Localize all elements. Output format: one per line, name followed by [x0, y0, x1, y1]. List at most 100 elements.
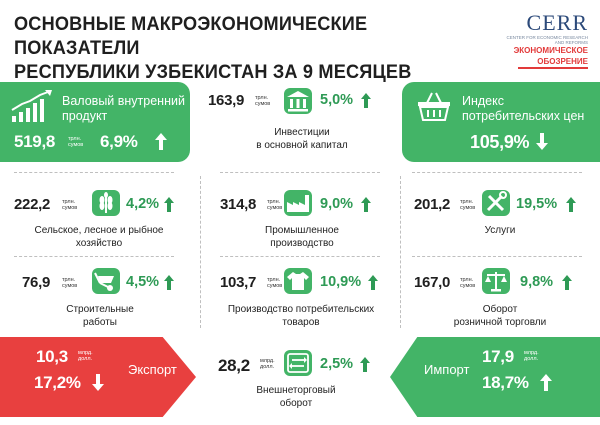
- import-unit: млрд. долл.: [524, 350, 539, 362]
- unit-trln: трлн.: [267, 199, 281, 205]
- logo-subtitle: CENTER FOR ECONOMIC RESEARCH AND REFORMS: [506, 35, 588, 45]
- divider: [412, 172, 582, 173]
- agriculture-label-1: Сельское, лесное и рыбное: [34, 225, 164, 236]
- gdp-unit: трлн. сумов: [68, 136, 83, 148]
- divider: [412, 256, 582, 257]
- arrow-up-icon: [540, 374, 552, 391]
- import-value: 17,9: [482, 347, 514, 366]
- investment-label: Инвестиции в основной капитал: [222, 126, 382, 152]
- construction-change: 4,5%: [126, 274, 160, 290]
- unit-doll: долл.: [524, 356, 539, 362]
- unit-trln: трлн.: [460, 277, 474, 283]
- export-panel: 10,3 млрд. долл. 17,2% Экспорт: [0, 337, 196, 417]
- divider: [400, 176, 401, 328]
- divider: [14, 172, 174, 173]
- agriculture-change: 4,2%: [126, 196, 160, 212]
- industry-unit: трлн. сумов: [267, 199, 282, 211]
- cpi-label-1: Индекс: [462, 94, 504, 108]
- import-panel: Импорт 17,9 млрд. долл. 18,7%: [390, 337, 600, 417]
- scales-icon: [482, 268, 510, 294]
- construction-unit: трлн. сумов: [62, 277, 77, 289]
- export-unit: млрд. долл.: [78, 350, 93, 362]
- industry-label: Промышленное производство: [222, 224, 382, 250]
- unit-mlrd: млрд.: [524, 350, 539, 356]
- retail-label-1: Оборот: [482, 304, 518, 315]
- cerr-logo: CERR CENTER FOR ECONOMIC RESEARCH AND RE…: [498, 12, 588, 69]
- investment-value: 163,9: [208, 92, 245, 109]
- gdp-label-1: Валовый внутренний: [62, 94, 185, 108]
- agriculture-label: Сельское, лесное и рыбное хозяйство: [14, 224, 184, 250]
- consumer-goods-change: 10,9%: [320, 274, 362, 290]
- unit-sums: сумов: [460, 205, 476, 211]
- wheelbarrow-icon: [92, 268, 120, 294]
- divider: [220, 172, 380, 173]
- unit-mlrd: млрд.: [260, 358, 275, 364]
- unit-sums: сумов: [460, 283, 476, 289]
- arrow-up-icon: [164, 275, 174, 290]
- services-value: 201,2: [414, 196, 451, 213]
- unit-sums: сумов: [267, 283, 283, 289]
- gdp-value: 519,8: [14, 132, 56, 151]
- logo-publication-2: ОБОЗРЕНИЕ: [537, 56, 588, 66]
- turnover-value: 28,2: [218, 356, 250, 375]
- construction-label-2: работы: [83, 317, 117, 328]
- gdp-label-2: продукт: [62, 109, 108, 123]
- import-change: 18,7%: [482, 373, 529, 392]
- basket-icon: [418, 92, 450, 121]
- bank-icon: [284, 88, 312, 114]
- construction-value: 76,9: [22, 274, 50, 291]
- divider: [220, 256, 380, 257]
- arrow-up-icon: [562, 275, 572, 290]
- unit-trln: трлн.: [267, 277, 281, 283]
- wheat-icon: [92, 190, 120, 216]
- export-label: Экспорт: [128, 362, 177, 377]
- retail-unit: трлн. сумов: [460, 277, 475, 289]
- agriculture-unit: трлн. сумов: [62, 199, 77, 211]
- trade-exchange-icon: [284, 350, 312, 376]
- retail-label-2: розничной торговли: [453, 317, 547, 328]
- gdp-label: Валовый внутренний продукт: [62, 94, 185, 124]
- turnover-block: 28,2 млрд. долл. 2,5% Внешнеторговый обо…: [196, 340, 392, 416]
- arrow-up-icon: [164, 197, 174, 212]
- consumer-goods-label-2: товаров: [282, 317, 320, 328]
- unit-doll: долл.: [260, 364, 275, 370]
- consumer-goods-label-1: Производство потребительских: [227, 304, 375, 315]
- tshirt-icon: [284, 268, 312, 294]
- arrow-up-icon: [360, 357, 370, 372]
- construction-label: Строительные работы: [40, 303, 160, 329]
- divider: [14, 256, 174, 257]
- arrow-up-icon: [368, 275, 378, 290]
- unit-sums: сумов: [68, 142, 84, 148]
- agriculture-label-2: хозяйство: [75, 238, 123, 249]
- turnover-label: Внешнеторговый оборот: [216, 384, 376, 410]
- unit-trln: трлн.: [68, 136, 82, 142]
- arrow-up-icon: [361, 197, 371, 212]
- unit-sums: сумов: [255, 101, 271, 107]
- arrow-down-icon: [92, 374, 104, 391]
- cpi-panel: Индекс потребительских цен 105,9%: [402, 82, 600, 162]
- logo-underline: [518, 67, 588, 69]
- retail-change: 9,8%: [520, 274, 554, 290]
- logo-publication-1: ЭКОНОМИЧЕСКОЕ: [513, 46, 588, 55]
- unit-trln: трлн.: [460, 199, 474, 205]
- cpi-label-2: потребительских цен: [462, 109, 585, 123]
- divider: [200, 176, 201, 328]
- services-unit: трлн. сумов: [460, 199, 475, 211]
- unit-doll: долл.: [78, 356, 93, 362]
- unit-trln: трлн.: [62, 277, 76, 283]
- industry-value: 314,8: [220, 196, 257, 213]
- investment-label-2: в основной капитал: [256, 140, 348, 151]
- unit-trln: трлн.: [62, 199, 76, 205]
- growth-chart-icon: [11, 90, 52, 122]
- arrow-up-icon: [155, 133, 167, 150]
- import-label: Импорт: [424, 362, 470, 377]
- retail-label: Оборот розничной торговли: [420, 303, 580, 329]
- services-label: Услуги: [420, 224, 580, 237]
- investment-label-1: Инвестиции: [274, 127, 330, 138]
- consumer-goods-value: 103,7: [220, 274, 257, 291]
- consumer-goods-unit: трлн. сумов: [267, 277, 282, 289]
- gdp-change: 6,9%: [100, 132, 138, 151]
- arrow-up-icon: [566, 197, 576, 212]
- unit-sums: сумов: [267, 205, 283, 211]
- investment-unit: трлн. сумов: [255, 95, 270, 107]
